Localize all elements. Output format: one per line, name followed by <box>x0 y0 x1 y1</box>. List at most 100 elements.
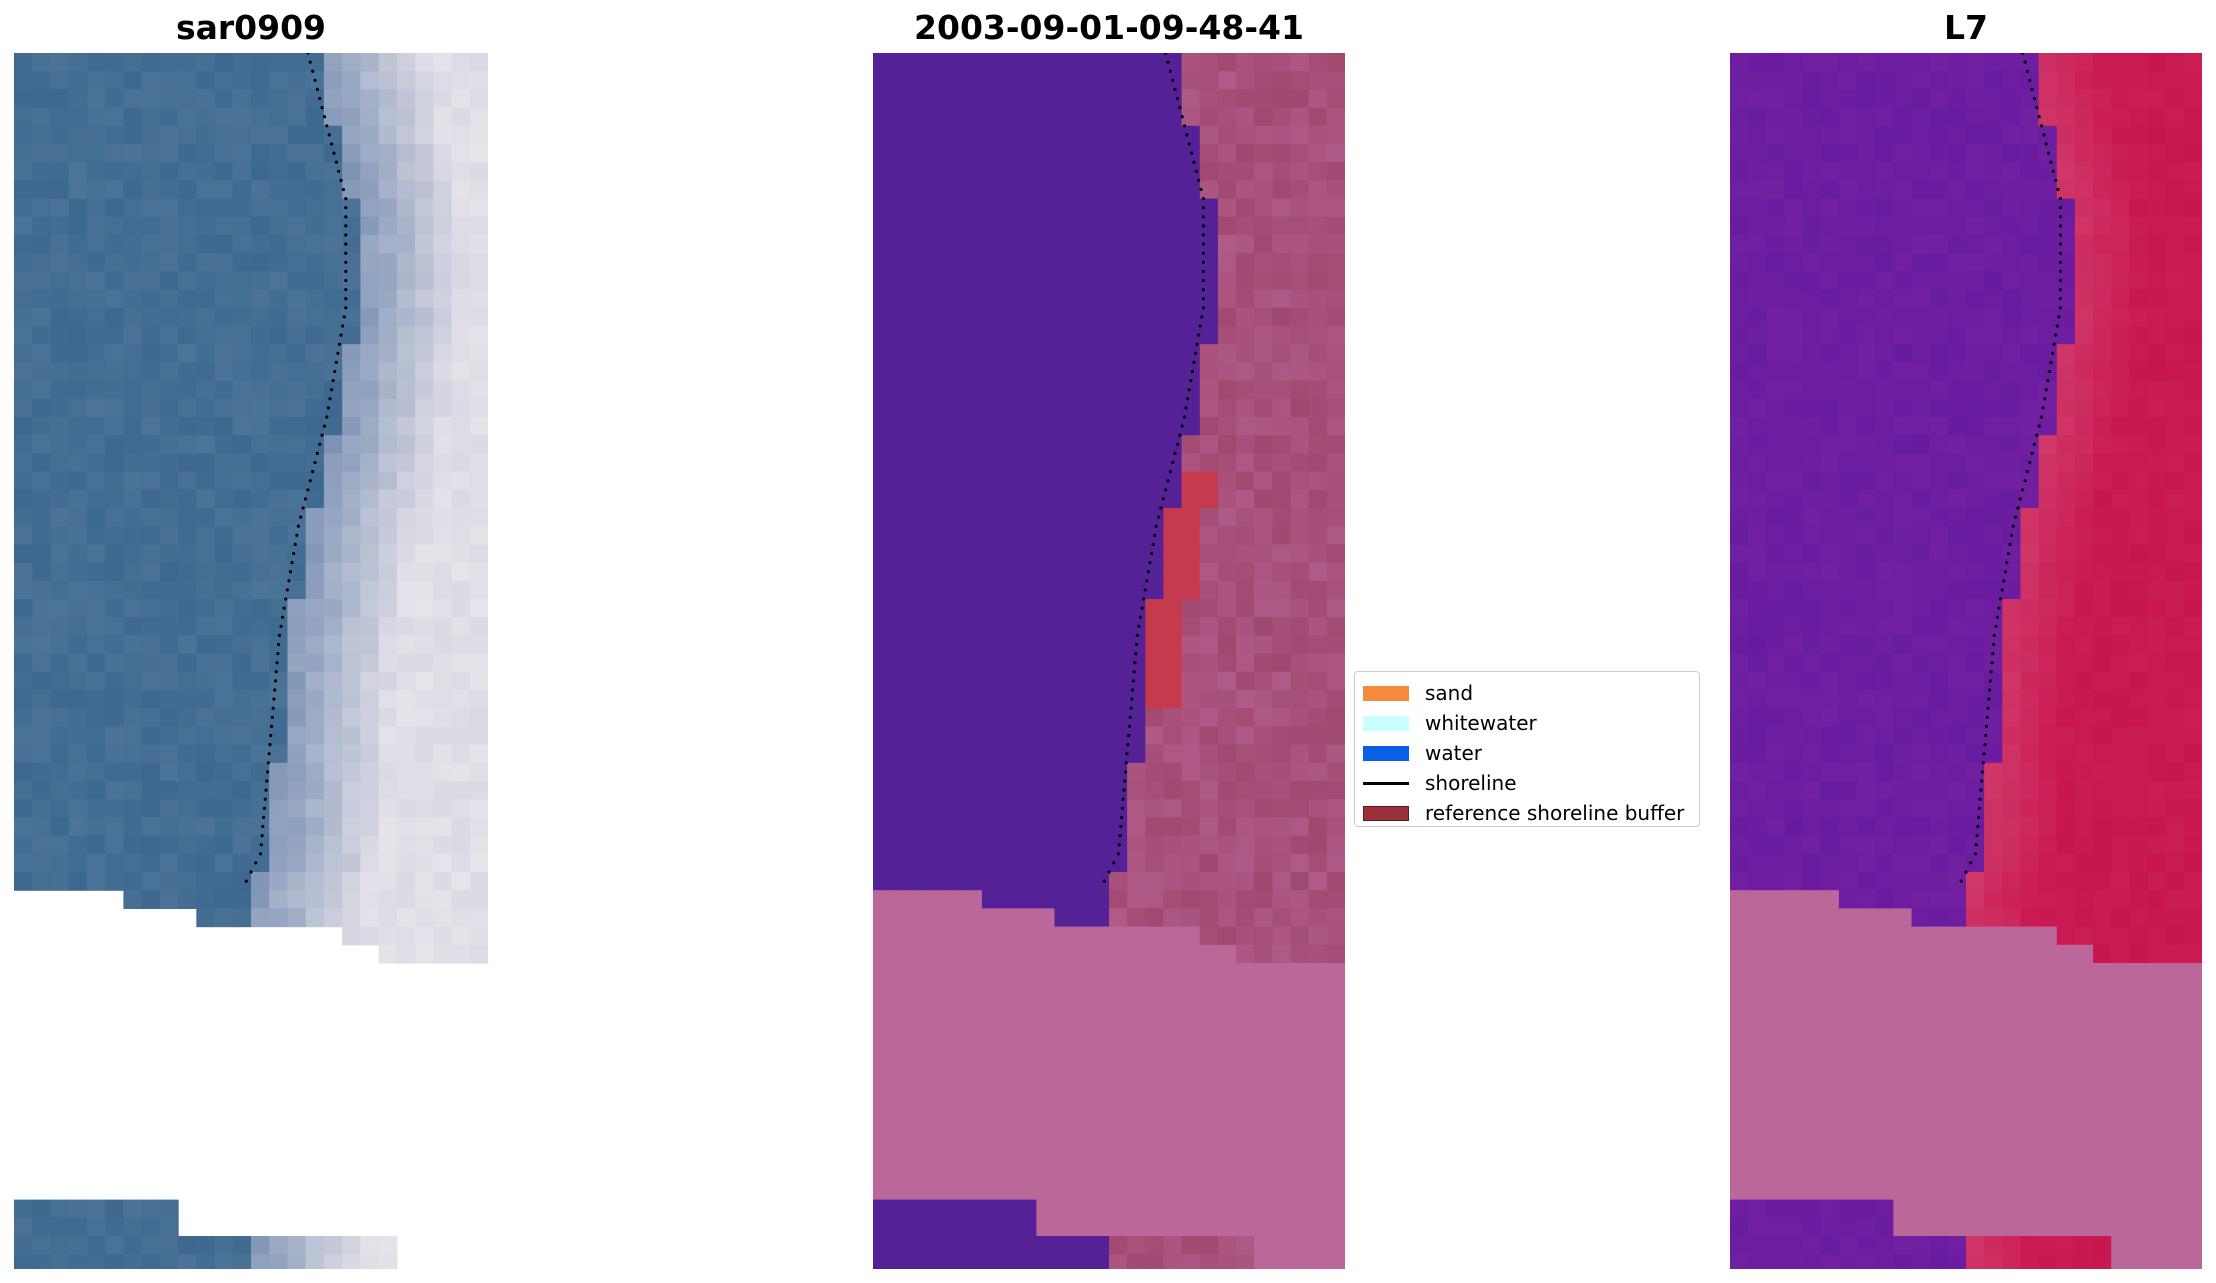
image-pixel <box>1036 1254 1056 1269</box>
image-pixel <box>141 435 161 454</box>
image-pixel <box>1802 1126 1822 1146</box>
image-pixel <box>1730 744 1749 764</box>
image-pixel <box>2038 1017 2058 1037</box>
image-pixel <box>287 180 307 200</box>
image-pixel <box>360 362 380 382</box>
image-pixel <box>1054 453 1074 473</box>
image-pixel <box>1748 471 1767 491</box>
image-pixel <box>1802 671 1822 691</box>
image-pixel <box>1893 1236 1913 1255</box>
image-pixel <box>2002 1090 2022 1110</box>
shoreline-point <box>331 379 335 383</box>
image-pixel <box>1802 999 1822 1019</box>
image-pixel <box>1784 216 1804 236</box>
image-pixel <box>1875 1126 1894 1146</box>
image-pixel <box>2002 653 2022 673</box>
image-pixel <box>2038 617 2058 636</box>
image-pixel <box>909 162 929 181</box>
image-pixel <box>1236 544 1255 564</box>
image-pixel <box>2020 1217 2040 1237</box>
image-pixel <box>1054 326 1074 345</box>
image-pixel <box>451 326 471 345</box>
image-pixel <box>1947 89 1967 109</box>
image-pixel <box>50 271 70 291</box>
image-pixel <box>1000 198 1019 218</box>
image-pixel <box>1893 690 1913 709</box>
image-pixel <box>1875 1254 1894 1269</box>
image-pixel <box>1072 853 1092 873</box>
image-pixel <box>873 144 892 163</box>
image-pixel <box>1199 1163 1219 1182</box>
image-pixel <box>1802 216 1822 236</box>
image-pixel <box>2074 471 2094 491</box>
image-pixel <box>1181 635 1201 655</box>
image-pixel <box>1272 708 1292 727</box>
image-pixel <box>2038 1035 2058 1055</box>
image-pixel <box>269 708 289 727</box>
image-pixel <box>396 417 416 436</box>
image-pixel <box>1054 235 1074 254</box>
image-pixel <box>232 690 252 709</box>
image-pixel <box>105 471 124 491</box>
image-pixel <box>159 526 179 545</box>
image-pixel <box>2038 1054 2058 1073</box>
image-pixel <box>2074 690 2094 709</box>
image-pixel <box>1802 198 1822 218</box>
image-pixel <box>433 508 453 527</box>
image-pixel <box>945 853 965 873</box>
image-pixel <box>1036 362 1056 382</box>
image-pixel <box>32 853 52 873</box>
image-pixel <box>1929 599 1949 618</box>
image-pixel <box>1838 253 1858 272</box>
image-pixel <box>1290 144 1310 163</box>
image-pixel <box>1893 1017 1913 1037</box>
image-pixel <box>1109 289 1128 309</box>
image-pixel <box>196 435 216 454</box>
image-pixel <box>1036 144 1056 163</box>
image-pixel <box>1984 344 2003 363</box>
image-pixel <box>1018 435 1037 454</box>
image-pixel <box>1875 344 1894 363</box>
image-pixel <box>86 235 106 254</box>
image-pixel <box>141 781 161 800</box>
image-pixel <box>1730 526 1749 545</box>
image-pixel <box>2147 744 2167 764</box>
image-pixel <box>2165 271 2185 291</box>
image-pixel <box>2111 708 2130 727</box>
image-pixel <box>873 1145 892 1164</box>
image-pixel <box>287 599 307 618</box>
image-pixel <box>2074 1017 2094 1037</box>
image-pixel <box>873 489 892 509</box>
image-pixel <box>1947 526 1967 545</box>
image-pixel <box>1326 271 1345 291</box>
image-pixel <box>981 162 1001 181</box>
image-pixel <box>2111 144 2130 163</box>
image-pixel <box>1929 162 1949 181</box>
image-pixel <box>945 1163 965 1182</box>
image-pixel <box>2093 726 2112 746</box>
image-pixel <box>50 653 70 673</box>
image-pixel <box>14 235 33 254</box>
image-pixel <box>1181 580 1201 600</box>
image-pixel <box>1072 726 1092 746</box>
image-pixel <box>50 799 70 818</box>
image-pixel <box>1748 580 1767 600</box>
image-pixel <box>2056 471 2076 491</box>
image-pixel <box>891 963 910 982</box>
image-pixel <box>2165 999 2185 1019</box>
image-pixel <box>1145 235 1165 254</box>
shoreline-point <box>1119 824 1123 829</box>
image-pixel <box>1766 326 1786 345</box>
image-pixel <box>1748 1145 1767 1164</box>
image-pixel <box>2183 307 2202 327</box>
image-pixel <box>981 1072 1001 1091</box>
image-pixel <box>2165 635 2185 655</box>
image-pixel <box>141 817 161 837</box>
image-pixel <box>141 853 161 873</box>
image-pixel <box>360 817 380 837</box>
image-pixel <box>159 599 179 618</box>
image-pixel <box>214 162 234 181</box>
image-pixel <box>2147 180 2167 200</box>
shoreline-point <box>1192 360 1196 364</box>
image-pixel <box>1784 71 1804 90</box>
